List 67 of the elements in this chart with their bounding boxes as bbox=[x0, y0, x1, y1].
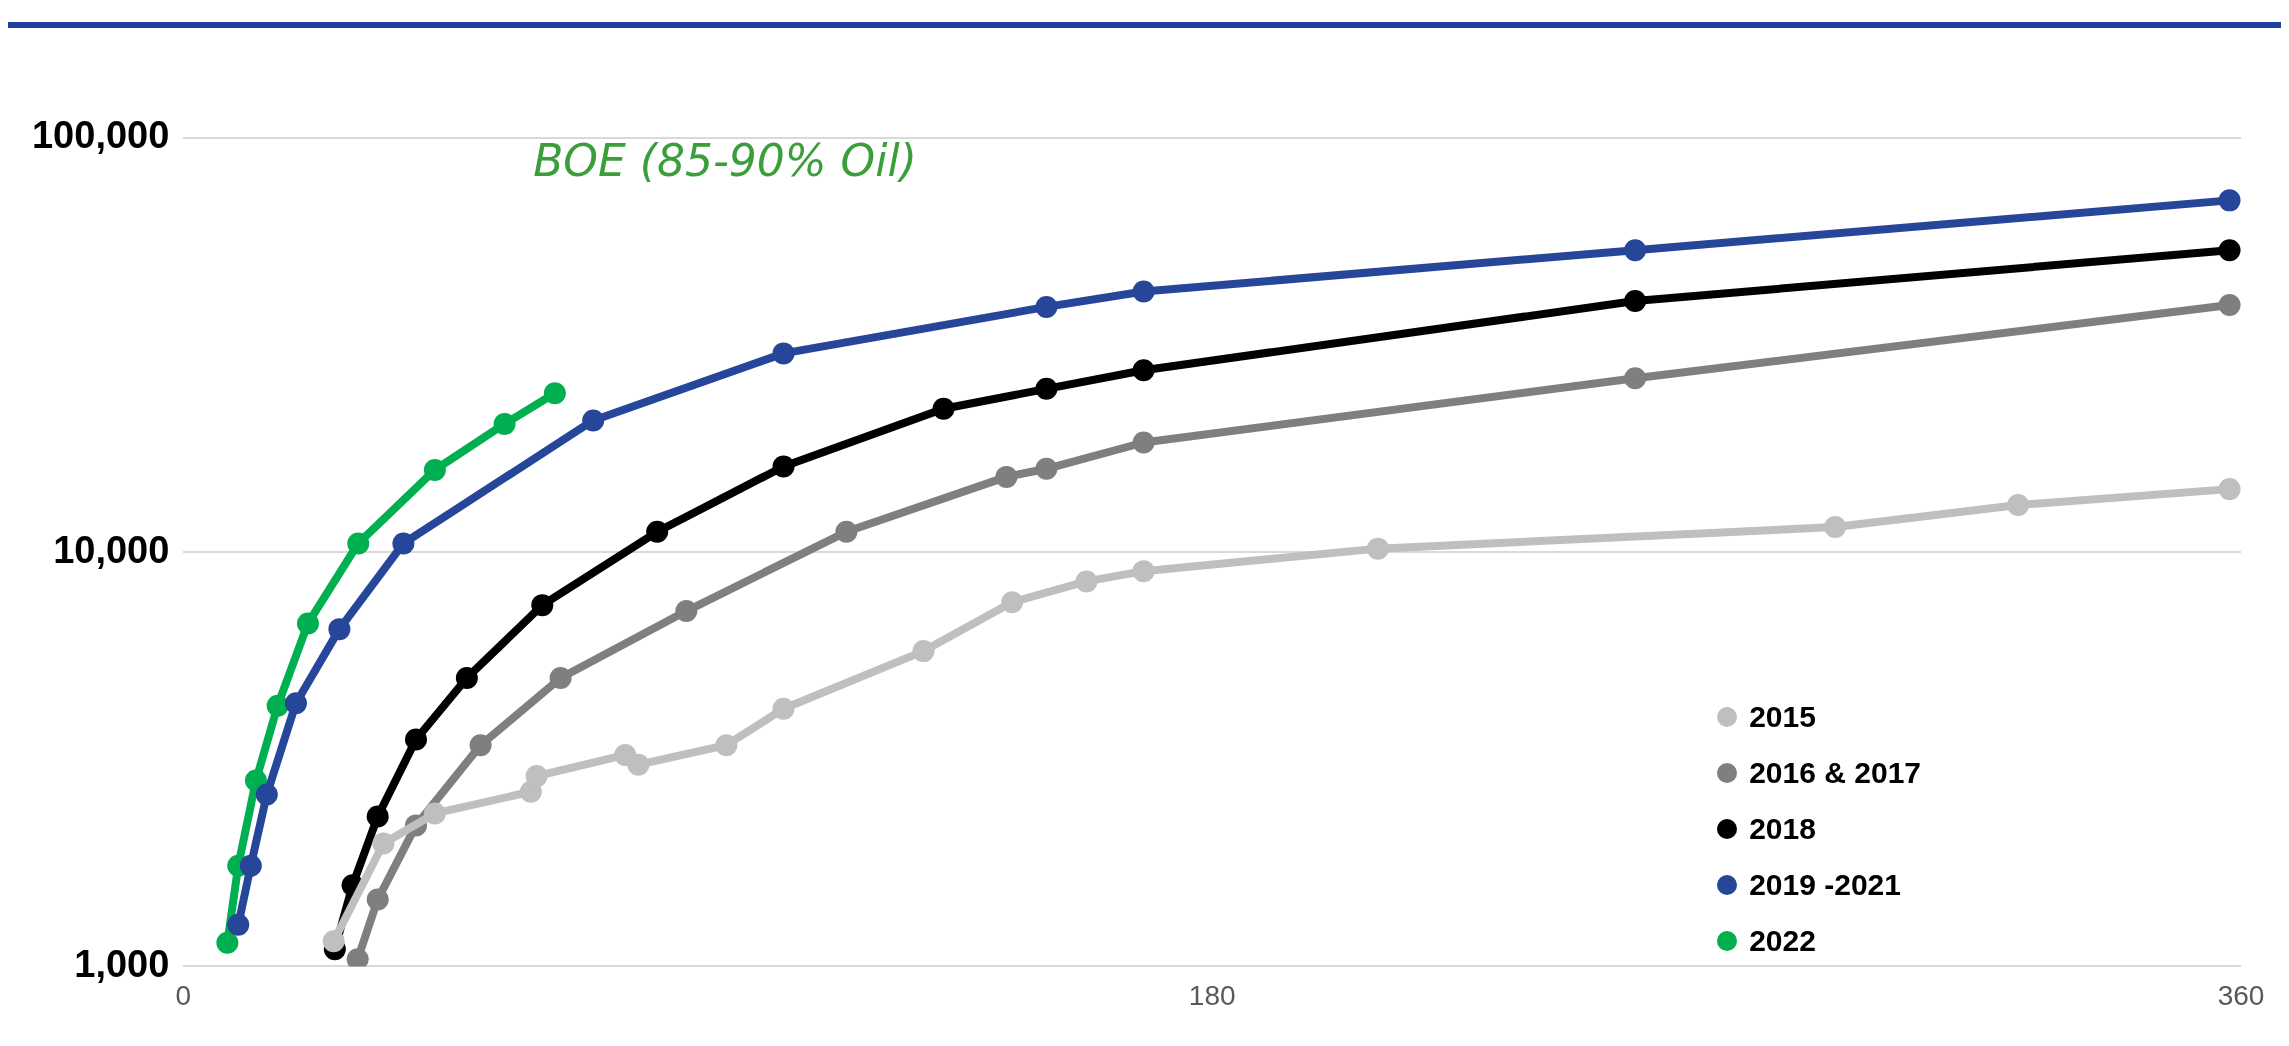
legend-label: 2015 bbox=[1749, 700, 1816, 734]
x-tick-label: 0 bbox=[175, 979, 192, 1011]
point bbox=[1624, 290, 1647, 313]
point bbox=[912, 640, 935, 663]
point bbox=[2007, 494, 2030, 517]
point bbox=[284, 692, 307, 715]
point bbox=[1035, 457, 1058, 480]
point bbox=[423, 458, 446, 481]
y-tick-label: 10,000 bbox=[53, 528, 170, 571]
point bbox=[995, 465, 1018, 488]
point bbox=[216, 931, 239, 954]
point bbox=[932, 397, 955, 420]
point bbox=[2218, 239, 2241, 262]
legend-label: 2022 bbox=[1749, 924, 1816, 958]
legend-label: 2018 bbox=[1749, 812, 1816, 846]
point bbox=[543, 382, 566, 405]
point bbox=[2218, 189, 2241, 212]
x-tick-label: 360 bbox=[2217, 979, 2265, 1011]
point bbox=[1366, 537, 1389, 560]
point bbox=[1624, 367, 1647, 390]
point bbox=[1075, 570, 1098, 593]
point bbox=[347, 532, 370, 555]
point bbox=[1001, 591, 1024, 614]
point bbox=[322, 930, 345, 953]
point bbox=[227, 913, 250, 936]
point bbox=[772, 455, 795, 478]
x-tick-label: 180 bbox=[1188, 979, 1236, 1011]
point bbox=[266, 694, 289, 717]
point bbox=[1132, 359, 1155, 382]
point bbox=[675, 600, 698, 623]
point bbox=[372, 832, 395, 855]
annotation: BOE (85-90% Oil) bbox=[533, 135, 917, 187]
point bbox=[531, 594, 554, 617]
point bbox=[582, 409, 605, 432]
point bbox=[366, 805, 389, 828]
point bbox=[627, 753, 650, 776]
point bbox=[423, 802, 446, 825]
point bbox=[1132, 431, 1155, 454]
point bbox=[772, 697, 795, 720]
point bbox=[1824, 516, 1847, 539]
legend-label: 2019 -2021 bbox=[1749, 868, 1901, 902]
point bbox=[549, 666, 572, 689]
point bbox=[493, 412, 516, 435]
point bbox=[1132, 280, 1155, 303]
point bbox=[772, 342, 795, 365]
point bbox=[2218, 478, 2241, 501]
point bbox=[715, 734, 738, 757]
point bbox=[366, 888, 389, 911]
point bbox=[1132, 560, 1155, 583]
point bbox=[1624, 239, 1647, 262]
y-tick-label: 100,000 bbox=[31, 114, 170, 157]
point bbox=[469, 734, 492, 757]
point bbox=[525, 765, 548, 788]
point bbox=[255, 783, 278, 806]
point bbox=[455, 666, 478, 689]
point bbox=[2218, 294, 2241, 317]
point bbox=[404, 728, 427, 751]
y-tick-label: 1,000 bbox=[74, 942, 170, 985]
point bbox=[239, 854, 262, 877]
point bbox=[296, 612, 319, 635]
point bbox=[392, 532, 415, 555]
legend-label: 2016 & 2017 bbox=[1749, 756, 1921, 790]
point bbox=[835, 520, 858, 543]
point bbox=[646, 520, 669, 543]
point bbox=[1035, 295, 1058, 318]
point bbox=[1035, 377, 1058, 400]
point bbox=[328, 618, 351, 641]
